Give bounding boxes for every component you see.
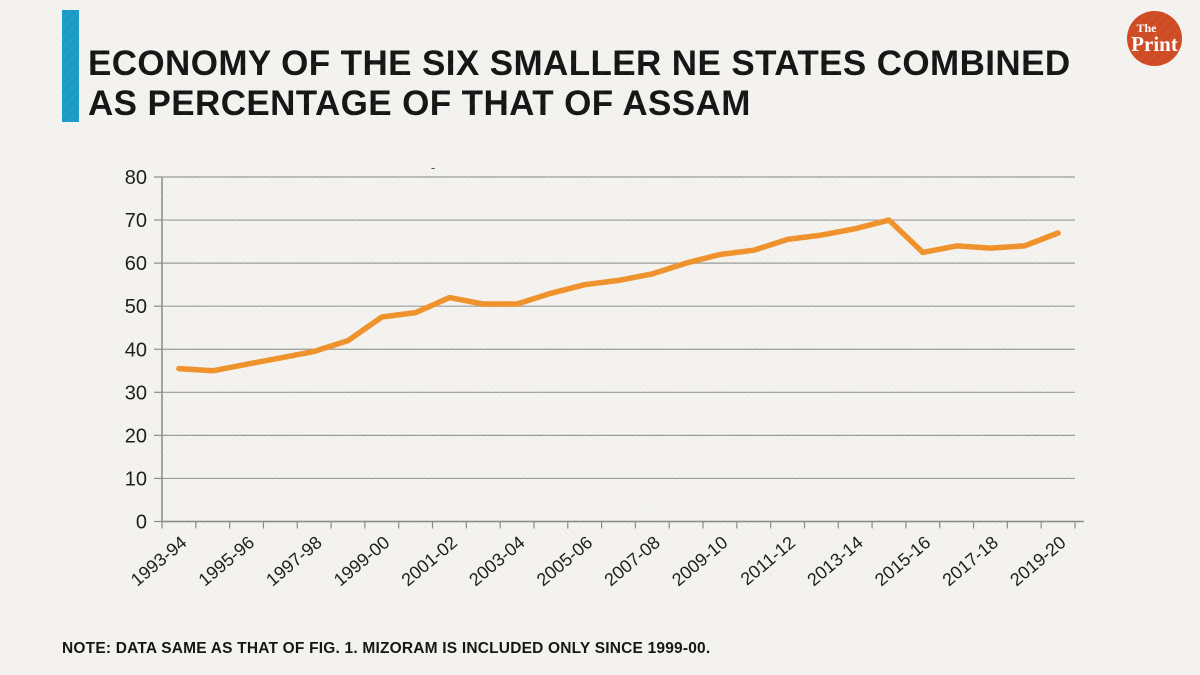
theprint-logo: The Print <box>1127 11 1182 66</box>
x-axis-label: 2011-12 <box>737 532 799 589</box>
y-axis-label: 10 <box>125 468 147 490</box>
x-axis-label: 2019-20 <box>1006 532 1069 590</box>
x-axis-label: 2007-08 <box>600 532 663 590</box>
x-axis-label: 1993-94 <box>127 532 190 590</box>
footnote: NOTE: DATA SAME AS THAT OF FIG. 1. MIZOR… <box>62 640 711 657</box>
chart-title-placeholder: - <box>431 160 435 175</box>
page-title-line1: ECONOMY OF THE SIX SMALLER NE STATES COM… <box>88 44 1071 83</box>
x-axis-label: 2013-14 <box>803 532 866 590</box>
x-axis-label: 1997-98 <box>262 532 325 590</box>
y-axis-label: 20 <box>125 425 147 447</box>
x-axis-label: 2001-02 <box>398 532 461 590</box>
y-axis-label: 70 <box>125 210 147 232</box>
x-axis-label: 1995-96 <box>195 532 258 590</box>
x-axis-label: 2005-06 <box>533 532 596 590</box>
y-axis-label: 0 <box>136 512 147 534</box>
logo-text-the: The <box>1136 21 1157 35</box>
x-axis-label: 2009-10 <box>668 532 731 590</box>
page-title: ECONOMY OF THE SIX SMALLER NE STATES COM… <box>88 44 1071 124</box>
x-axis-label: 2017-18 <box>939 532 1002 590</box>
x-axis-label: 1999-00 <box>330 532 393 590</box>
y-axis-label: 50 <box>125 296 147 318</box>
y-axis-label: 60 <box>125 253 147 275</box>
y-axis-label: 30 <box>125 382 147 404</box>
data-line-ne-states-pct-of-assam <box>176 217 1061 374</box>
accent-bar <box>62 10 79 122</box>
y-axis-label: 80 <box>125 167 147 189</box>
x-axis-label: 2015-16 <box>871 532 934 590</box>
y-axis-label: 40 <box>125 339 147 361</box>
x-axis-label: 2003-04 <box>465 532 528 590</box>
page-title-line2: AS PERCENTAGE OF THAT OF ASSAM <box>88 84 751 123</box>
logo-text-print: Print <box>1131 32 1178 56</box>
